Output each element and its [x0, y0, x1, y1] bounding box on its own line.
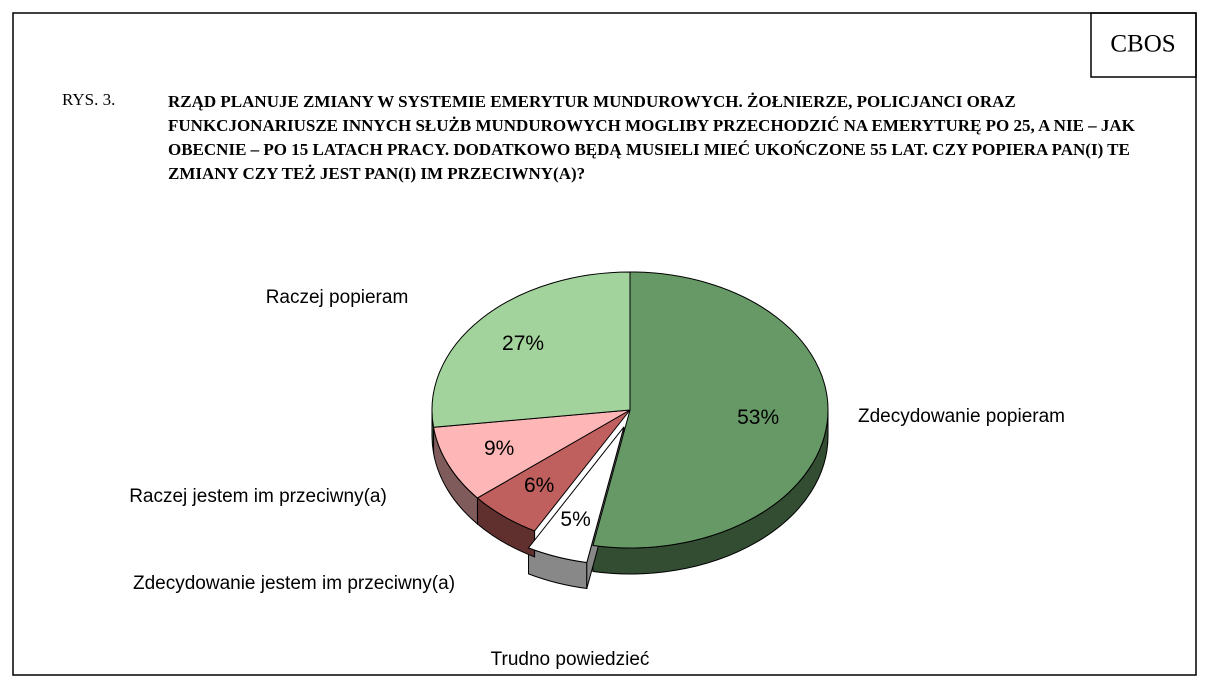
category-label: Raczej jestem im przeciwny(a): [129, 486, 387, 507]
category-label: Zdecydowanie jestem im przeciwny(a): [133, 573, 455, 594]
frame: [12, 12, 1197, 676]
slice: [527, 426, 625, 564]
pie: 53% Zdecydowanie popieram 5% Trudno powiedz…: [129, 271, 1065, 670]
value-label: 5%: [560, 508, 590, 531]
value-label: 6%: [524, 474, 554, 497]
source-box: [1090, 12, 1197, 78]
slice: [592, 271, 829, 549]
figure-label: RYS. 3.: [62, 90, 116, 109]
source: CBOS: [1110, 31, 1175, 58]
value-label: 9%: [484, 437, 514, 460]
value-label: 53%: [737, 406, 779, 429]
category-label: Raczej popieram: [266, 287, 409, 308]
category-label: Zdecydowanie popieram: [858, 406, 1065, 427]
slice: [432, 409, 631, 499]
category-label: Trudno powiedzieć: [491, 649, 650, 670]
slice: [431, 271, 631, 428]
chart-title: RZĄD PLANUJE ZMIANY W SYSTEMIE EMERYTUR …: [168, 92, 1135, 183]
value-label: 27%: [502, 332, 544, 355]
